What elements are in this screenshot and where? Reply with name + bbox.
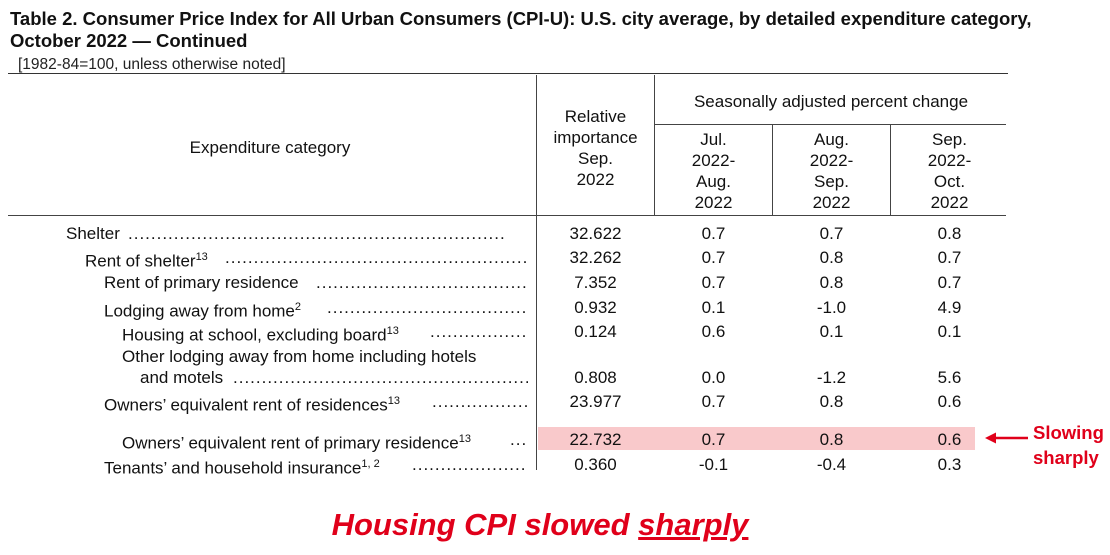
column-divider-period-2 bbox=[890, 124, 891, 215]
change-aug-sep: 0.1 bbox=[819, 322, 844, 341]
leader-dots: ........................................… bbox=[432, 392, 528, 411]
change-jul-aug: 0.7 bbox=[701, 273, 726, 292]
leader-dots: ........................................… bbox=[327, 298, 528, 317]
change-sep-oct: 0.7 bbox=[937, 273, 962, 292]
row-label: Rent of shelter13 bbox=[85, 251, 208, 271]
header-period-jul-aug: Jul. 2022- Aug. 2022 bbox=[691, 130, 736, 212]
row-label: Housing at school, excluding board13 bbox=[122, 325, 399, 345]
change-aug-sep: 0.8 bbox=[819, 430, 844, 449]
leader-dots: ........................................… bbox=[316, 273, 528, 292]
change-aug-sep: -0.4 bbox=[816, 455, 847, 474]
relative-importance-value: 0.124 bbox=[574, 322, 617, 341]
relative-importance-value: 23.977 bbox=[569, 392, 622, 411]
row-label: Owners’ equivalent rent of primary resid… bbox=[122, 433, 471, 453]
table-title: Table 2. Consumer Price Index for All Ur… bbox=[10, 8, 1032, 51]
header-period-sep-oct: Sep. 2022- Oct. 2022 bbox=[927, 130, 972, 212]
change-jul-aug: 0.7 bbox=[701, 224, 726, 243]
slowing-sharply-note: Slowing sharply bbox=[1033, 422, 1104, 468]
change-sep-oct: 0.6 bbox=[937, 392, 962, 411]
change-aug-sep: -1.2 bbox=[816, 368, 847, 387]
row-label: Owners’ equivalent rent of residences13 bbox=[104, 395, 401, 415]
relative-importance-value: 0.360 bbox=[574, 455, 617, 474]
row-label: Rent of primary residence bbox=[104, 273, 299, 292]
row-label: and motels bbox=[140, 368, 224, 387]
change-aug-sep: -1.0 bbox=[816, 298, 847, 317]
column-divider-relative bbox=[654, 75, 655, 215]
header-seasonally-adjusted: Seasonally adjusted percent change bbox=[693, 92, 969, 111]
change-aug-sep: 0.7 bbox=[819, 224, 844, 243]
change-jul-aug: 0.0 bbox=[701, 368, 726, 387]
change-sep-oct: 0.7 bbox=[937, 248, 962, 267]
leader-dots: ........ bbox=[510, 430, 528, 449]
change-aug-sep: 0.8 bbox=[819, 273, 844, 292]
left-arrow-icon bbox=[985, 432, 1028, 444]
row-label: Shelter bbox=[66, 224, 120, 243]
relative-importance-value: 0.808 bbox=[574, 368, 617, 387]
change-jul-aug: 0.1 bbox=[701, 298, 726, 317]
change-jul-aug: 0.7 bbox=[701, 248, 726, 267]
row-label: Tenants’ and household insurance1, 2 bbox=[104, 458, 380, 478]
top-rule bbox=[8, 73, 1008, 74]
footer-caption: Housing CPI slowed sharply bbox=[331, 507, 749, 542]
change-jul-aug: 0.7 bbox=[701, 392, 726, 411]
seasonal-header-rule bbox=[654, 124, 1006, 125]
header-expenditure-category: Expenditure category bbox=[189, 138, 351, 157]
relative-importance-value: 32.262 bbox=[569, 248, 622, 267]
relative-importance-value: 32.622 bbox=[569, 224, 622, 243]
change-sep-oct: 0.1 bbox=[937, 322, 962, 341]
column-divider-category bbox=[536, 75, 537, 470]
change-jul-aug: 0.7 bbox=[701, 430, 726, 449]
header-relative-importance: Relative importance Sep. 2022 bbox=[553, 107, 638, 189]
leader-dots: ........................................… bbox=[430, 322, 528, 341]
relative-importance-value: 7.352 bbox=[574, 273, 617, 292]
change-aug-sep: 0.8 bbox=[819, 392, 844, 411]
change-sep-oct: 0.3 bbox=[937, 455, 962, 474]
change-jul-aug: 0.6 bbox=[701, 322, 726, 341]
header-bottom-rule bbox=[8, 215, 1006, 216]
relative-importance-value: 0.932 bbox=[574, 298, 617, 317]
leader-dots: ........................................… bbox=[225, 248, 528, 267]
footer-emphasis: sharply bbox=[638, 507, 749, 542]
leader-dots: ........................................… bbox=[412, 455, 528, 474]
relative-importance-value: 22.732 bbox=[569, 430, 622, 449]
header-period-aug-sep: Aug. 2022- Sep. 2022 bbox=[809, 130, 854, 212]
row-label-line1: Other lodging away from home including h… bbox=[122, 347, 477, 366]
column-divider-period-1 bbox=[772, 124, 773, 215]
change-aug-sep: 0.8 bbox=[819, 248, 844, 267]
change-sep-oct: 4.9 bbox=[937, 298, 962, 317]
leader-dots: ........................................… bbox=[233, 368, 528, 387]
table-subtitle: [1982-84=100, unless otherwise noted] bbox=[18, 56, 286, 73]
leader-dots: ........................................… bbox=[128, 224, 506, 243]
change-sep-oct: 0.6 bbox=[937, 430, 962, 449]
highlighted-row-background bbox=[538, 427, 975, 450]
change-sep-oct: 0.8 bbox=[937, 224, 962, 243]
change-sep-oct: 5.6 bbox=[937, 368, 962, 387]
change-jul-aug: -0.1 bbox=[698, 455, 729, 474]
row-label: Lodging away from home2 bbox=[104, 301, 302, 321]
